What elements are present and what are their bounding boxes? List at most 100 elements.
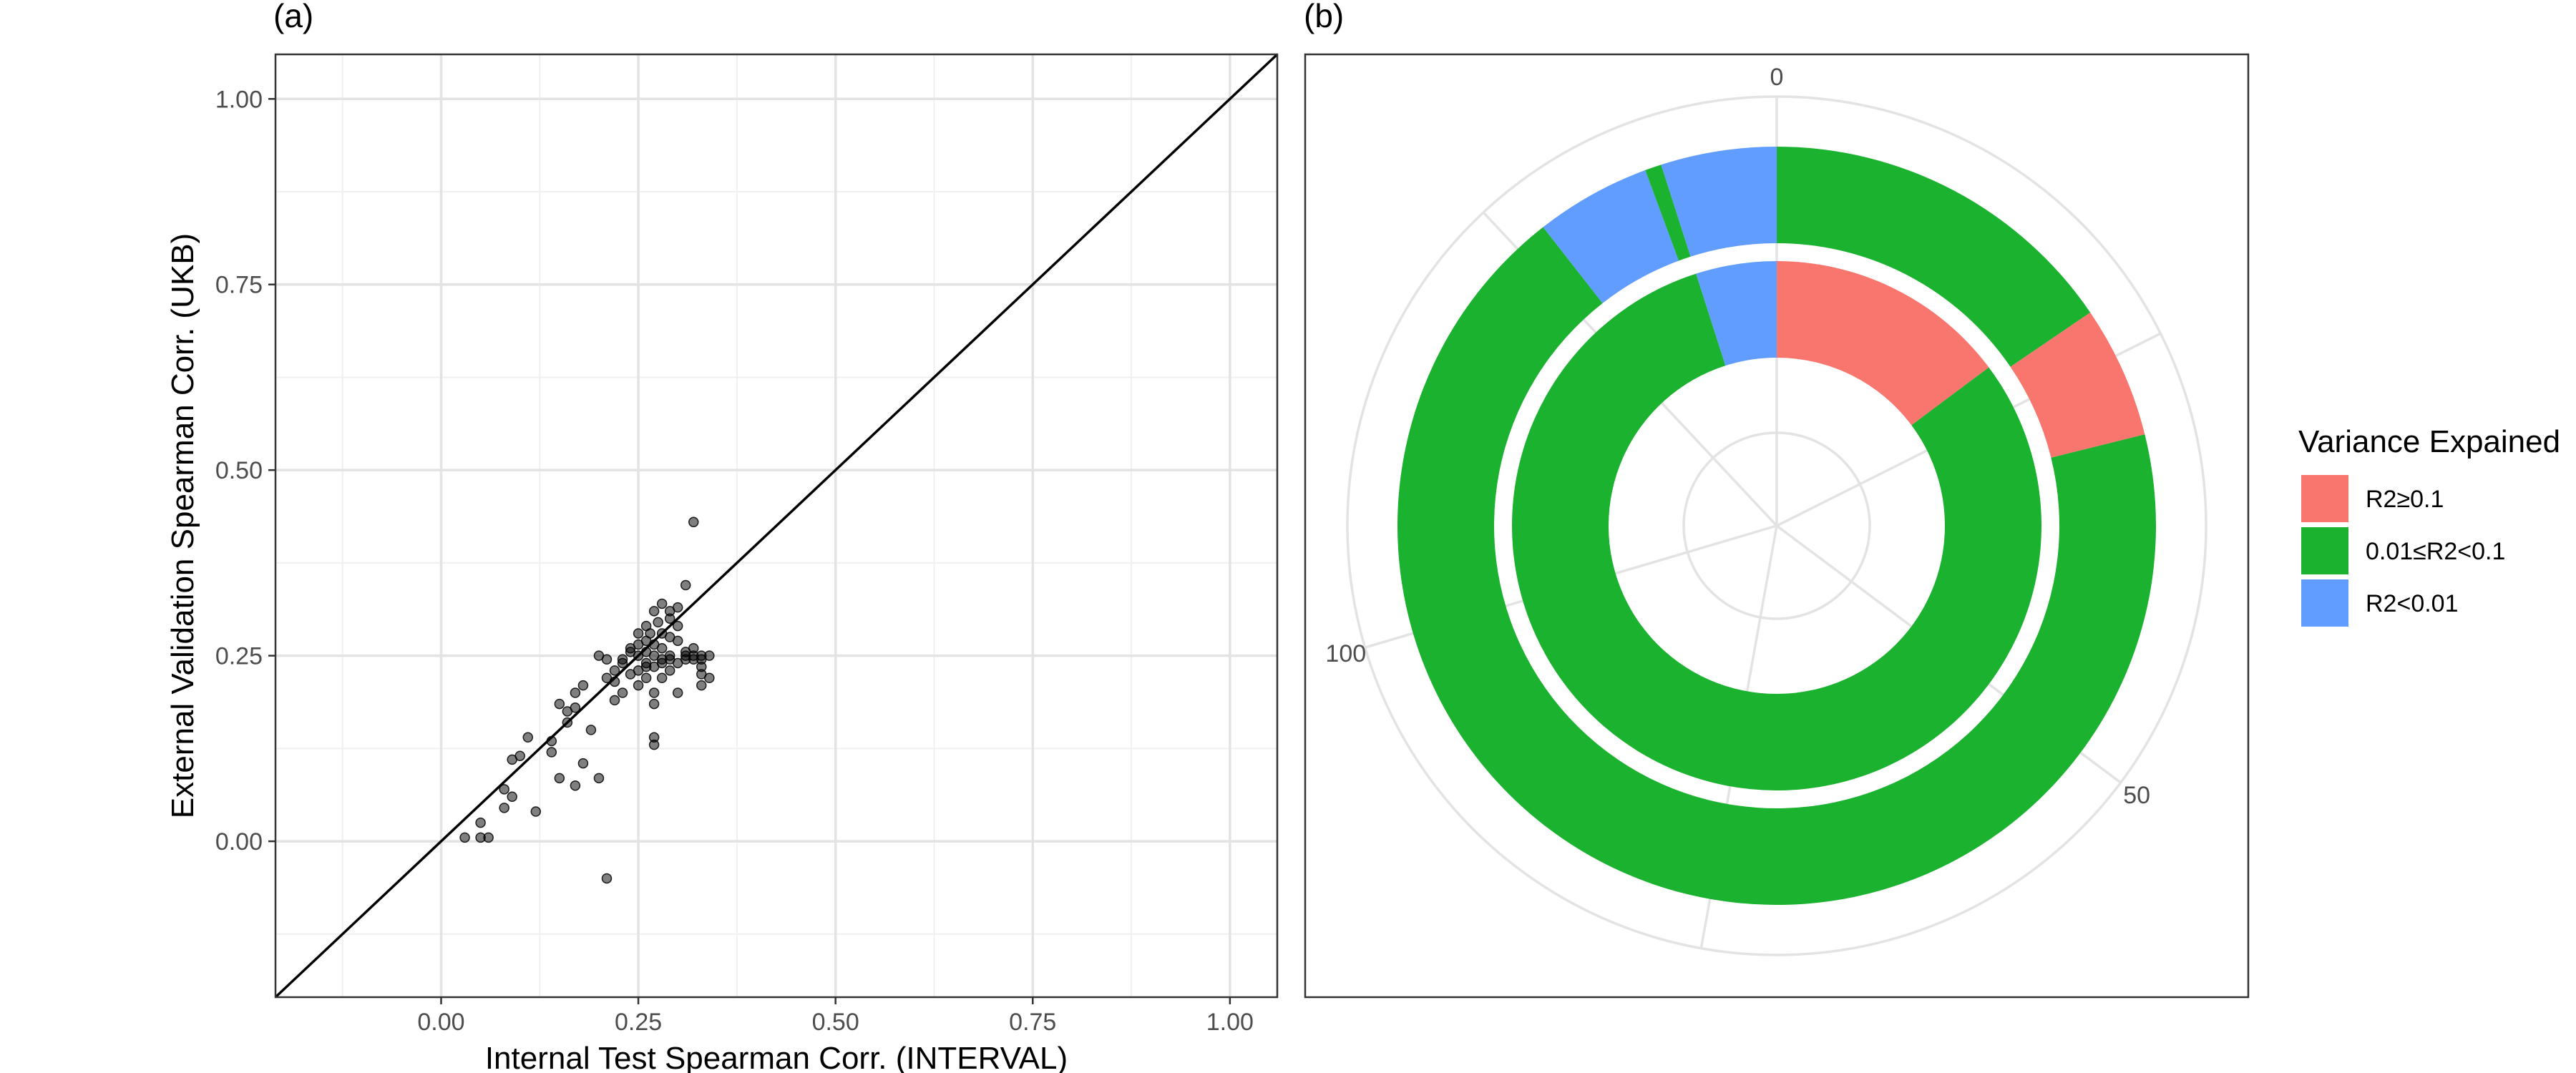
scatter-point (648, 661, 660, 672)
polar-tick-labels: 0 50 100 (1325, 64, 2150, 809)
y-tick-label: 0.25 (215, 643, 263, 670)
theta-tick-label: 50 (2123, 782, 2150, 809)
panel-b-label: (b) (1304, 0, 1344, 34)
scatter-point (609, 695, 620, 706)
scatter-point (653, 617, 663, 628)
donut-segment (1543, 170, 1679, 303)
scatter-point (546, 735, 557, 747)
panel-a-label: (a) (273, 0, 313, 34)
scatter-points (459, 516, 715, 884)
scatter-point (648, 687, 660, 698)
scatter-point (522, 732, 534, 743)
scatter-point (672, 620, 683, 632)
scatter-point (617, 654, 628, 665)
scatter-point (648, 698, 660, 710)
scatter-point (601, 654, 613, 665)
scatter-point (499, 803, 509, 813)
legend-swatch (2301, 579, 2348, 627)
y-tick-label: 0.00 (215, 828, 263, 856)
legend-swatch (2301, 475, 2348, 522)
x-tick-label: 1.00 (1206, 1009, 1254, 1036)
legend-label: R2≥0.1 (2366, 486, 2444, 513)
scatter-point (633, 628, 644, 639)
scatter-point (640, 672, 652, 683)
scatter-point (664, 613, 675, 624)
scatter-point (483, 832, 494, 843)
reference-line-group (274, 53, 1279, 999)
donut-panel: (b) 0 50 100 (1304, 0, 2250, 999)
scatter-point (601, 873, 613, 884)
scatter-point (546, 747, 557, 758)
scatter-point (704, 650, 715, 661)
donut-segment (1777, 261, 1989, 426)
theta-tick-label: 100 (1325, 640, 1366, 667)
x-tick-label: 0.25 (615, 1009, 662, 1036)
scatter-point (530, 806, 542, 817)
scatter-point (475, 817, 486, 828)
scatter-point (507, 791, 517, 803)
scatter-point (609, 676, 620, 687)
scatter-point (696, 680, 707, 691)
scatter-point (577, 680, 589, 691)
scatter-point (499, 784, 509, 795)
x-axis-ticks: 0.00 0.25 0.50 0.75 1.00 (417, 997, 1254, 1036)
y-axis-title: External Validation Spearman Corr. (UKB) (165, 233, 200, 818)
scatter-point (680, 654, 691, 665)
scatter-point (577, 758, 589, 769)
donut-segment (1397, 227, 2156, 905)
legend-title: Variance Expained (2298, 424, 2560, 459)
scatter-point (688, 516, 699, 528)
scatter-point (648, 739, 660, 750)
scatter-point (672, 602, 683, 613)
scatter-point (617, 687, 628, 698)
scatter-point (593, 773, 605, 784)
x-tick-label: 0.75 (1009, 1009, 1056, 1036)
scatter-point (696, 661, 707, 672)
legend: Variance Expained R2≥0.1 0.01≤R2<0.1 R2<0.… (2298, 424, 2560, 627)
y-tick-label: 0.50 (215, 457, 263, 484)
scatter-point (645, 628, 655, 639)
x-tick-label: 0.50 (812, 1009, 859, 1036)
scatter-point (633, 680, 644, 691)
scatter-point (585, 725, 597, 735)
scatter-point (664, 654, 675, 665)
scatter-point (672, 635, 683, 647)
x-axis-title: Internal Test Spearman Corr. (INTERVAL) (485, 1041, 1068, 1073)
legend-label: R2<0.01 (2366, 590, 2459, 617)
donut-segment (1777, 147, 2091, 367)
donut-segment (2010, 312, 2145, 458)
donut-panel-border (1304, 53, 2250, 999)
scatter-point (625, 647, 636, 657)
scatter-point (514, 750, 525, 761)
scatter-point (570, 687, 581, 698)
scatter-point (570, 702, 581, 713)
scatter-point (664, 665, 675, 676)
donut-segment (1645, 165, 1691, 261)
scatter-point (609, 665, 620, 676)
y-tick-label: 0.75 (215, 272, 263, 299)
identity-line (274, 53, 1279, 999)
donut-rings (1397, 147, 2156, 905)
scatter-point (648, 606, 660, 617)
scatter-panel: (a) 0.00 0.25 0.50 0.75 1.00 0.00 0.25 0.50 0.7… (165, 0, 1279, 1073)
y-tick-label: 1.00 (215, 86, 263, 113)
theta-tick-label: 0 (1770, 64, 1784, 91)
x-tick-label: 0.00 (417, 1009, 464, 1036)
scatter-point (554, 698, 565, 710)
scatter-point (656, 598, 668, 609)
donut-segment (1661, 147, 1777, 257)
scatter-point (554, 773, 565, 784)
scatter-point (570, 780, 581, 791)
scatter-point (688, 642, 699, 654)
scatter-point (459, 832, 470, 843)
donut-segment (1696, 261, 1777, 366)
legend-label: 0.01≤R2<0.1 (2366, 538, 2505, 565)
scatter-point (656, 672, 668, 683)
y-axis-ticks: 0.00 0.25 0.50 0.75 1.00 (215, 86, 275, 856)
scatter-point (680, 579, 691, 591)
scatter-point (704, 672, 715, 683)
donut-segment (1512, 273, 2041, 791)
scatter-point (656, 642, 668, 654)
scatter-point (633, 639, 644, 650)
